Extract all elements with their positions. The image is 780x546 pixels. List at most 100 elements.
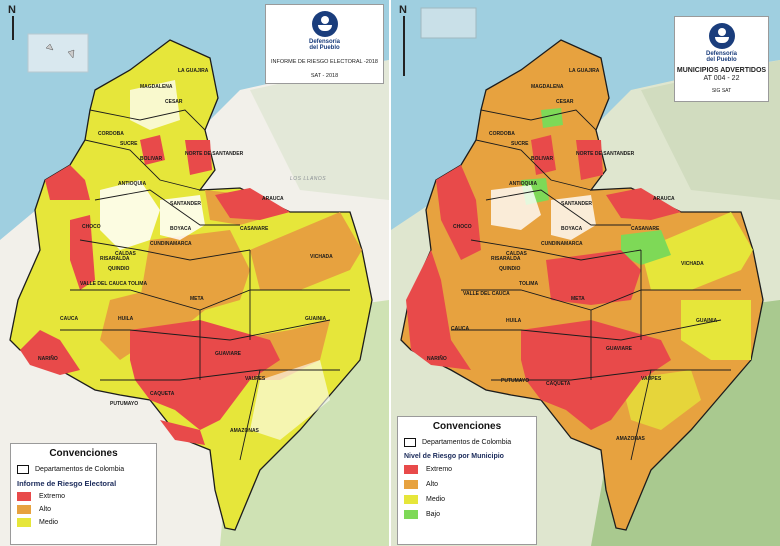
right-map-panel: LA GUAJIRA MAGDALENA CESAR CORDOBA SUCRE… (391, 0, 780, 546)
left-map-svg: LOS LLANOS LA GUAJIRA MAGDALENA CESAR CO… (0, 0, 389, 546)
dept-label-putumayo: PUTUMAYO (501, 378, 529, 384)
dept-label-bolivar: BOLIVAR (140, 156, 163, 162)
dept-label-guainia: GUAINIA (305, 316, 327, 322)
map-subtitle: AT 004 - 22 (703, 75, 740, 82)
dept-label-arauca: ARAUCA (262, 196, 284, 202)
dept-label-meta: META (571, 296, 585, 302)
alto-region-meta (140, 230, 250, 340)
dept-label-caqueta: CAQUETA (546, 381, 571, 387)
outline-swatch (17, 465, 29, 474)
swatch-bajo (404, 510, 418, 519)
north-arrow-right: N (399, 4, 407, 76)
defensoria-logo-icon (708, 23, 735, 49)
north-arrow-icon (403, 16, 405, 76)
right-title-box: Defensoría del Pueblo MUNICIPIOS ADVERTI… (674, 16, 769, 102)
outline-label: Departamentos de Colombia (422, 439, 512, 446)
map-subtitle: SAT - 2018 (310, 73, 339, 79)
legend-item-alto: Alto (17, 505, 156, 514)
north-arrow-left: N (8, 4, 16, 40)
legend-item-medio: Medio (404, 495, 536, 504)
dept-label-amazonas: AMAZONAS (230, 428, 260, 434)
legend-title: Convenciones (432, 421, 502, 432)
dept-label-bolivar: BOLIVAR (531, 156, 554, 162)
dept-label-guaviare: GUAVIARE (606, 346, 633, 352)
dept-label-vaupes: VAUPES (641, 376, 662, 382)
panel-divider (389, 0, 391, 546)
legend-item-extremo: Extremo (404, 465, 536, 474)
extremo-region-sur-bolivar (140, 135, 165, 165)
extremo-region-choco (70, 215, 95, 290)
swatch-alto (404, 480, 418, 489)
dept-label-tolima: TOLIMA (519, 281, 538, 287)
dept-label-cordoba: CORDOBA (489, 131, 515, 137)
department-boundaries (451, 109, 741, 461)
dept-label-santander: SANTANDER (170, 201, 201, 207)
extremo-region-meta (546, 250, 641, 305)
dept-label-quindio: QUINDIO (108, 266, 130, 272)
swatch-medio (17, 518, 31, 527)
dept-label-valle: VALLE DEL CAUCA (80, 281, 127, 287)
department-boundaries (60, 109, 350, 461)
dept-label-choco: CHOCO (82, 224, 101, 230)
outline-swatch (404, 438, 416, 447)
dept-label-huila: HUILA (506, 318, 522, 324)
dept-label-norte-santander: NORTE DE SANTANDER (185, 151, 244, 157)
legend-label-extremo: Extremo (426, 466, 453, 473)
legend-outline-row: Departamentos de Colombia (17, 465, 156, 474)
unmarked-antioquia (491, 185, 541, 230)
dept-label-risaralda: RISARALDA (491, 256, 521, 262)
map-title: INFORME DE RIESGO ELECTORAL -2018 (271, 59, 378, 65)
dept-label-caldas: CALDAS (115, 251, 136, 257)
bajo-region-casanare (621, 230, 671, 265)
extremo-region-uraba (45, 165, 90, 200)
legend-outline-row: Departamentos de Colombia (404, 438, 536, 447)
legend-item-alto: Alto (404, 480, 536, 489)
swatch-extremo (17, 492, 31, 501)
extremo-region-arauca (215, 188, 290, 220)
legend-label-extremo: Extremo (39, 493, 66, 500)
dept-label-casanare: CASANARE (240, 226, 269, 232)
extremo-region-narino (20, 330, 80, 375)
dept-label-sucre: SUCRE (511, 141, 529, 147)
dept-label-cordoba: CORDOBA (98, 131, 124, 137)
dept-label-vichada: VICHADA (681, 261, 704, 267)
dept-label-guajira: LA GUAJIRA (569, 68, 600, 74)
legend-subtitle: Nivel de Riesgo por Municipio (404, 453, 504, 460)
unmarked-santander (551, 195, 596, 240)
region-label-llanos: LOS LLANOS (290, 176, 326, 182)
dept-label-putumayo: PUTUMAYO (110, 401, 138, 407)
extremo-region-putumayo (160, 420, 205, 445)
org-name: Defensoría del Pueblo (308, 39, 340, 51)
org-name: Defensoría del Pueblo (705, 51, 737, 63)
legend-subtitle: Informe de Riesgo Electoral (17, 479, 117, 488)
dept-label-antioquia: ANTIOQUIA (118, 181, 146, 187)
dept-label-santander: SANTANDER (561, 201, 592, 207)
dept-label-cesar: CESAR (556, 99, 574, 105)
dept-label-vichada: VICHADA (310, 254, 333, 260)
north-letter: N (8, 4, 16, 16)
dept-label-arauca: ARAUCA (653, 196, 675, 202)
unmarked-antioquia (100, 180, 160, 250)
venezuela-land (250, 60, 389, 200)
dept-label-cundinamarca: CUNDINAMARCA (541, 241, 583, 247)
dept-label-cundinamarca: CUNDINAMARCA (150, 241, 192, 247)
legend-label-bajo: Bajo (426, 511, 441, 518)
dept-label-antioquia: ANTIOQUIA (509, 181, 537, 187)
dept-label-guaviare: GUAVIARE (215, 351, 242, 357)
dept-label-guajira: LA GUAJIRA (178, 68, 209, 74)
left-title-box: Defensoría del Pueblo INFORME DE RIESGO … (265, 4, 384, 84)
island-shapes (45, 43, 75, 59)
dept-label-huila: HUILA (118, 316, 134, 322)
alto-region-vichada (250, 212, 362, 290)
san-andres-inset (420, 7, 477, 39)
dept-label-boyaca: BOYACA (170, 226, 192, 232)
legend-item-medio: Medio (17, 518, 156, 527)
dept-label-caqueta: CAQUETA (150, 391, 175, 397)
map-footer: SIG SAT (711, 88, 732, 94)
unmarked-santander (160, 195, 205, 240)
medio-region-vichada (641, 212, 753, 290)
extremo-region-catatumbo (185, 140, 212, 175)
legend-label-medio: Medio (426, 496, 446, 503)
dept-label-risaralda: RISARALDA (100, 256, 130, 262)
